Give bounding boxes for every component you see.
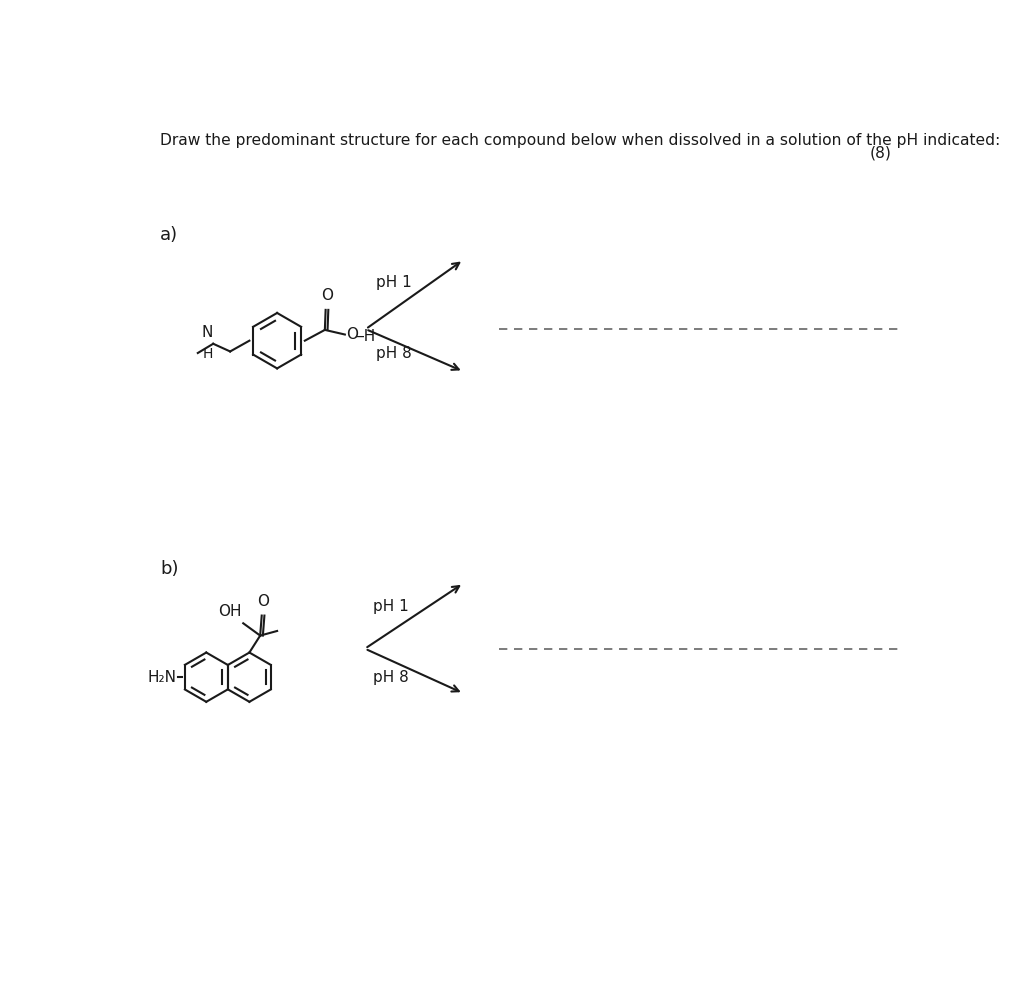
Text: pH 1: pH 1 — [376, 275, 411, 290]
Text: (8): (8) — [870, 146, 892, 161]
Text: H: H — [203, 347, 213, 361]
Text: O: O — [346, 327, 358, 342]
Text: pH 8: pH 8 — [372, 671, 408, 686]
Text: b): b) — [160, 560, 179, 578]
Text: H₂N: H₂N — [148, 670, 176, 685]
Text: OH: OH — [219, 604, 242, 618]
Text: a): a) — [160, 226, 179, 244]
Text: O: O — [321, 288, 332, 303]
Text: ‒H: ‒H — [354, 329, 376, 344]
Text: Draw the predominant structure for each compound below when dissolved in a solut: Draw the predominant structure for each … — [160, 133, 1000, 148]
Text: N: N — [201, 325, 212, 340]
Text: pH 1: pH 1 — [372, 599, 408, 613]
Text: O: O — [258, 595, 269, 609]
Text: pH 8: pH 8 — [376, 346, 411, 362]
